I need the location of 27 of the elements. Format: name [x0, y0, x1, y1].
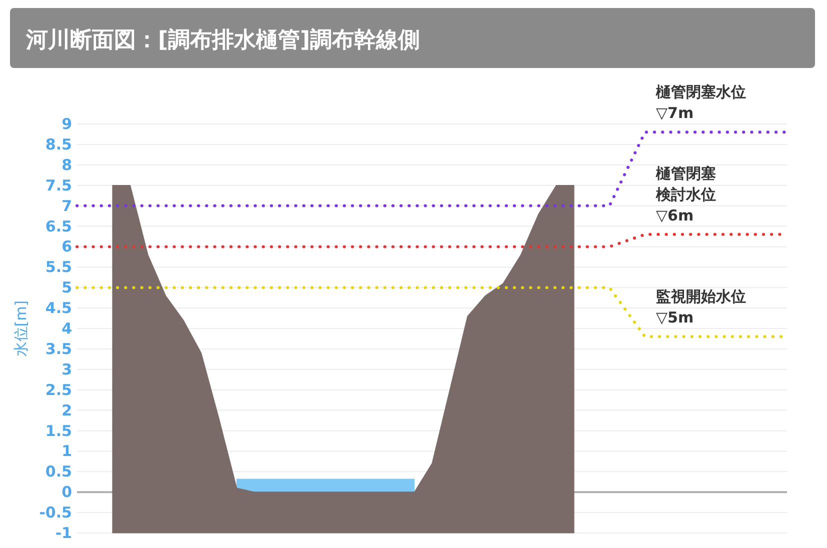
- y-tick-label: -1: [55, 524, 72, 542]
- y-tick-label: 8: [62, 156, 72, 174]
- y-tick-label: 8.5: [45, 135, 72, 154]
- y-tick-label: 4: [62, 320, 72, 338]
- y-tick-label: 2.5: [45, 380, 72, 399]
- y-tick-label: 6.5: [45, 217, 72, 236]
- y-tick-label: 4.5: [45, 299, 72, 318]
- y-tick-label: 1: [62, 442, 72, 460]
- series-label: 樋管閉塞水位▽7m: [655, 83, 746, 122]
- y-tick-label: 5: [62, 278, 72, 297]
- chart-title: 河川断面図：[調布排水樋管]調布幹線側: [25, 27, 420, 53]
- y-tick-label: -0.5: [39, 504, 72, 522]
- title: 河川断面図：[調布排水樋管]調布幹線側: [10, 8, 815, 68]
- y-tick-label: 3.5: [45, 340, 72, 358]
- y-tick-label: 0.5: [45, 462, 72, 481]
- y-tick-label: 9: [62, 115, 72, 133]
- y-tick-label: 0: [62, 483, 72, 502]
- y-tick-label: 5.5: [45, 258, 72, 276]
- series-label: 監視開始水位▽5m: [656, 288, 746, 327]
- series-label: 樋管閉塞検討水位▽6m: [655, 164, 716, 224]
- y-tick-label: 2: [62, 401, 72, 420]
- y-tick-label: 3: [62, 360, 72, 378]
- y-tick-label: 7.5: [45, 176, 72, 194]
- y-axis-title: 水位[m]: [12, 300, 30, 357]
- y-tick-label: 7: [62, 196, 72, 215]
- y-tick-label: 6: [62, 238, 72, 256]
- y-tick-label: 1.5: [45, 422, 72, 440]
